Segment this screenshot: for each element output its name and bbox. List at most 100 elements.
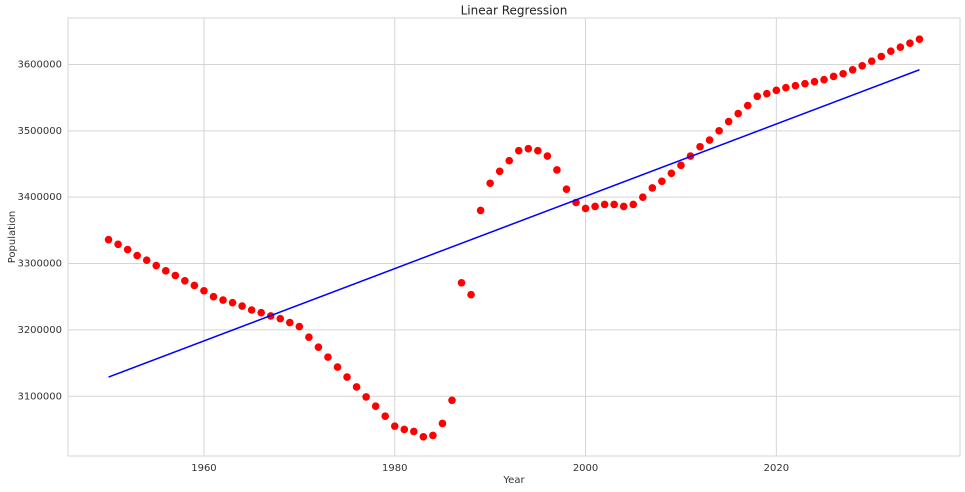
data-point [867, 57, 876, 65]
data-point [543, 152, 552, 160]
data-point [200, 286, 208, 295]
data-point [362, 393, 370, 401]
data-point [581, 204, 590, 213]
x-tick-label: 1960 [191, 463, 216, 474]
data-point [896, 43, 905, 51]
data-point [534, 146, 542, 155]
data-point [295, 322, 304, 331]
data-point [505, 156, 514, 165]
data-point [495, 167, 504, 176]
plot-frame [67, 17, 961, 457]
data-point [810, 77, 819, 86]
data-point [887, 47, 895, 55]
y-tick-label: 3500000 [17, 126, 62, 137]
data-point [381, 412, 390, 420]
data-point [228, 298, 237, 307]
data-point [257, 308, 265, 317]
data-point [791, 81, 800, 90]
data-point [276, 314, 285, 323]
data-point [467, 290, 475, 299]
data-point [286, 318, 294, 327]
data-point [696, 142, 704, 151]
data-point [142, 256, 151, 265]
data-point [829, 72, 838, 81]
data-point [820, 75, 828, 84]
data-point [629, 200, 638, 209]
data-point [848, 65, 857, 74]
data-point [190, 281, 199, 290]
data-point [352, 383, 361, 391]
data-point [782, 83, 790, 92]
data-point [724, 117, 733, 126]
y-tick-label: 3200000 [17, 325, 62, 336]
data-point [715, 127, 723, 135]
data-point [677, 161, 685, 170]
data-point [705, 136, 714, 144]
data-point [638, 193, 647, 201]
data-point [123, 245, 132, 254]
data-point [610, 200, 618, 209]
y-axis-label: Population [7, 211, 18, 264]
data-point [476, 206, 485, 215]
data-point [553, 166, 561, 174]
x-tick-label: 2000 [573, 463, 598, 474]
data-point [247, 306, 256, 314]
data-point [801, 79, 809, 88]
data-point [410, 427, 418, 436]
y-tick-label: 3300000 [17, 259, 62, 270]
data-point [524, 144, 533, 153]
data-point [772, 86, 781, 95]
data-point [133, 251, 141, 260]
data-point [619, 202, 628, 211]
data-point [324, 353, 332, 361]
x-axis-label: Year [502, 475, 525, 486]
data-point [457, 278, 466, 287]
y-tick-label: 3600000 [17, 59, 62, 70]
data-point [734, 109, 742, 118]
regression-line [108, 69, 920, 378]
y-tick-label: 3400000 [17, 192, 62, 203]
x-tick-label: 2020 [764, 463, 789, 474]
data-point [753, 92, 762, 101]
data-point [333, 363, 342, 371]
chart-title: Linear Regression [461, 4, 568, 18]
data-point [429, 431, 437, 440]
data-point [390, 422, 399, 430]
data-point [877, 52, 886, 61]
data-point [648, 184, 657, 192]
x-tick-label: 1980 [382, 463, 407, 474]
data-point [486, 179, 494, 188]
y-tick-label: 3100000 [17, 391, 62, 402]
data-point [514, 146, 523, 155]
data-point [448, 396, 456, 405]
data-point [171, 271, 180, 280]
data-point [343, 373, 351, 381]
data-point [743, 101, 752, 110]
data-point [915, 35, 924, 44]
data-point [371, 402, 380, 411]
data-point [858, 61, 867, 70]
plot-area: 1960 1980 2000 2020 3100000 3200000 3300000 340… [17, 17, 961, 474]
data-point [314, 343, 323, 351]
data-point [438, 419, 447, 428]
data-point [104, 235, 113, 244]
data-point [400, 425, 409, 434]
data-point [839, 69, 847, 78]
data-point [667, 169, 676, 178]
data-point [305, 333, 313, 342]
data-point [161, 267, 170, 275]
data-point [152, 261, 161, 270]
data-point [658, 177, 666, 186]
data-point [591, 202, 599, 211]
data-point [600, 200, 609, 209]
data-point [906, 39, 914, 48]
data-point [419, 432, 428, 441]
data-point [114, 240, 122, 249]
data-point [209, 292, 218, 301]
data-point [238, 302, 246, 310]
data-point [763, 89, 771, 98]
data-point [562, 185, 571, 194]
data-point [181, 277, 189, 285]
